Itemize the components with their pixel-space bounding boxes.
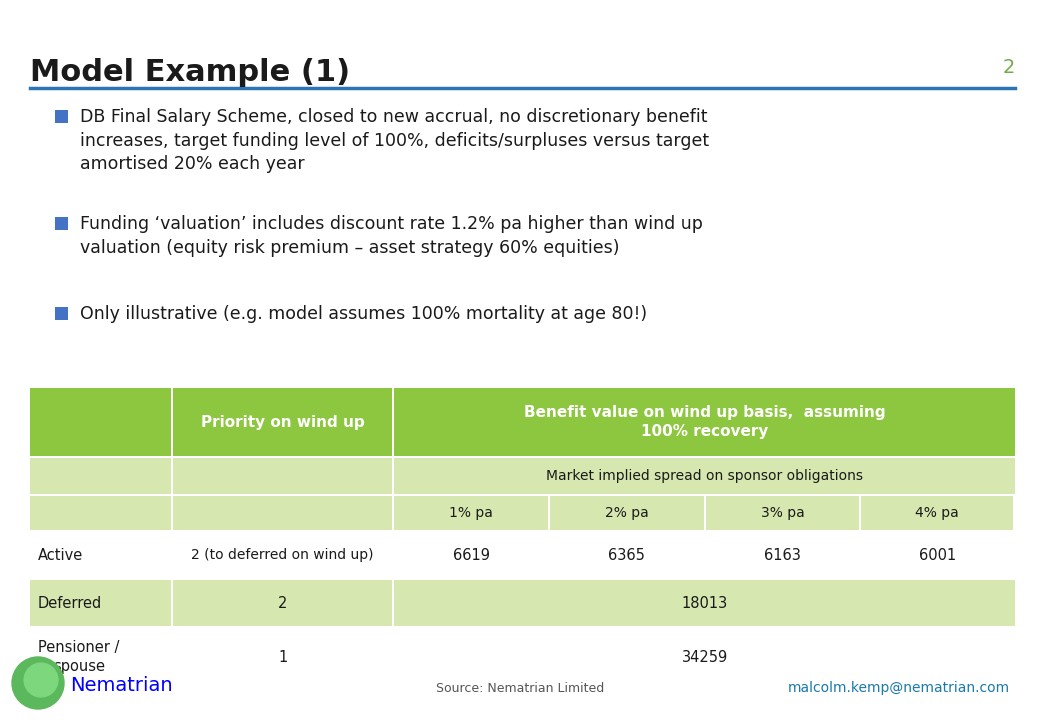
Text: 2 (to deferred on wind up): 2 (to deferred on wind up) [191, 548, 374, 562]
Bar [394, 388, 1015, 456]
Text: DB Final Salary Scheme, closed to new accrual, no discretionary benefit
increase: DB Final Salary Scheme, closed to new ac… [80, 108, 709, 174]
Text: Active: Active [38, 547, 83, 562]
Text: Model Example (1): Model Example (1) [30, 58, 350, 87]
Text: malcolm.kemp@nematrian.com: malcolm.kemp@nematrian.com [788, 681, 1010, 695]
Bar [394, 532, 548, 578]
Bar [394, 458, 1015, 494]
Text: Nematrian: Nematrian [70, 676, 173, 695]
Bar [861, 532, 1013, 578]
Text: 2: 2 [1003, 58, 1015, 77]
Text: 34259: 34259 [681, 649, 728, 665]
Bar [173, 388, 392, 456]
Text: Only illustrative (e.g. model assumes 100% mortality at age 80!): Only illustrative (e.g. model assumes 10… [80, 305, 647, 323]
Bar [55, 217, 68, 230]
Bar [30, 496, 171, 530]
Text: 6619: 6619 [452, 547, 490, 562]
Bar [706, 532, 859, 578]
Bar [30, 532, 171, 578]
Bar [55, 307, 68, 320]
Bar [30, 628, 171, 686]
Text: 2% pa: 2% pa [605, 506, 649, 520]
Bar [706, 496, 859, 530]
Text: 18013: 18013 [681, 595, 728, 611]
Text: 4% pa: 4% pa [915, 506, 959, 520]
Text: Pensioner /
spouse: Pensioner / spouse [38, 640, 120, 674]
Text: 1% pa: 1% pa [449, 506, 493, 520]
Text: Priority on wind up: Priority on wind up [201, 415, 364, 430]
Bar [30, 580, 171, 626]
Bar [173, 496, 392, 530]
Bar [173, 458, 392, 494]
Bar [861, 496, 1013, 530]
Text: Source: Nematrian Limited: Source: Nematrian Limited [436, 682, 604, 695]
Bar [394, 580, 1015, 626]
Text: 3% pa: 3% pa [760, 506, 804, 520]
Bar [173, 532, 392, 578]
Bar [550, 532, 704, 578]
Text: 6163: 6163 [764, 547, 801, 562]
Text: Funding ‘valuation’ includes discount rate 1.2% pa higher than wind up
valuation: Funding ‘valuation’ includes discount ra… [80, 215, 703, 256]
Text: Deferred: Deferred [38, 595, 102, 611]
Text: 1: 1 [278, 649, 287, 665]
Bar [173, 580, 392, 626]
Bar [550, 496, 704, 530]
Bar [173, 628, 392, 686]
Circle shape [12, 657, 64, 709]
Text: 6001: 6001 [918, 547, 956, 562]
Text: Market implied spread on sponsor obligations: Market implied spread on sponsor obligat… [546, 469, 863, 483]
Bar [30, 388, 171, 456]
Text: 6365: 6365 [608, 547, 646, 562]
Bar [55, 110, 68, 123]
Text: 2: 2 [278, 595, 287, 611]
Text: Benefit value on wind up basis,  assuming
100% recovery: Benefit value on wind up basis, assuming… [524, 405, 885, 438]
Bar [30, 458, 171, 494]
Bar [394, 628, 1015, 686]
Bar [394, 496, 548, 530]
Circle shape [24, 663, 58, 697]
